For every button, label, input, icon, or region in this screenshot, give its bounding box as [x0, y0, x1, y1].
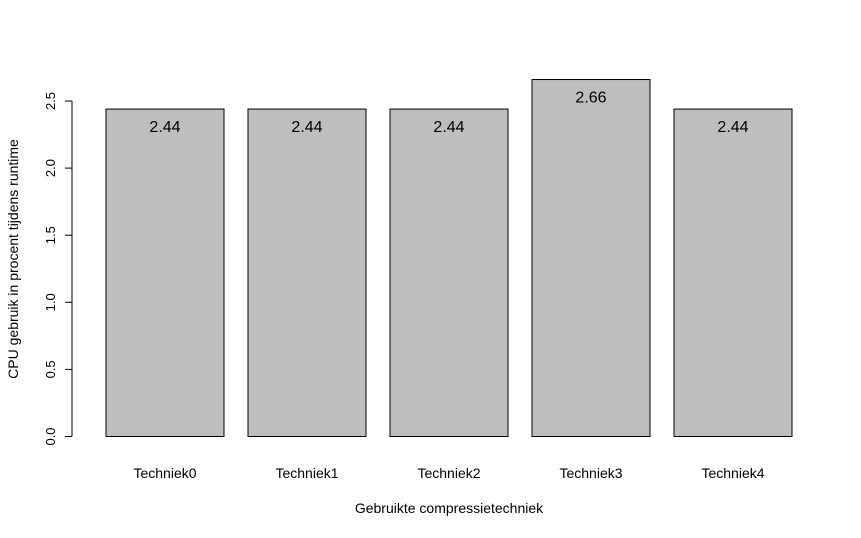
x-category-label: Techniek2: [417, 465, 480, 481]
bar: [673, 108, 793, 437]
y-tick-label: 1.5: [43, 226, 58, 244]
y-axis-title: CPU gebruik in procent tijdens runtime: [5, 139, 21, 379]
y-tick-label: 0.5: [43, 360, 58, 378]
y-tick-label: 2.5: [43, 92, 58, 110]
y-tick-label: 1.0: [43, 293, 58, 311]
bar-value-label: 2.44: [717, 119, 748, 136]
x-category-label: Techniek4: [701, 465, 764, 481]
bars: 2.44 2.44 2.44 2.66 2.44: [105, 79, 793, 437]
bar: [105, 108, 225, 437]
x-category-label: Techniek0: [133, 465, 196, 481]
y-tick-label: 0.0: [43, 427, 58, 445]
y-axis: 0.0 0.5 1.0 1.5 2.0 2.5: [43, 92, 73, 446]
bar-value-label: 2.66: [575, 90, 606, 107]
x-category-labels: Techniek0 Techniek1 Techniek2 Techniek3 Tech…: [133, 465, 764, 481]
bar: [247, 108, 367, 437]
x-category-label: Techniek1: [275, 465, 338, 481]
bar-value-label: 2.44: [291, 119, 322, 136]
bar: [531, 79, 651, 437]
x-category-label: Techniek3: [559, 465, 622, 481]
x-axis-title: Gebruikte compressietechniek: [355, 500, 544, 516]
bar: [389, 108, 509, 437]
y-tick-label: 2.0: [43, 159, 58, 177]
bar-value-label: 2.44: [433, 119, 464, 136]
bar-value-label: 2.44: [149, 119, 180, 136]
